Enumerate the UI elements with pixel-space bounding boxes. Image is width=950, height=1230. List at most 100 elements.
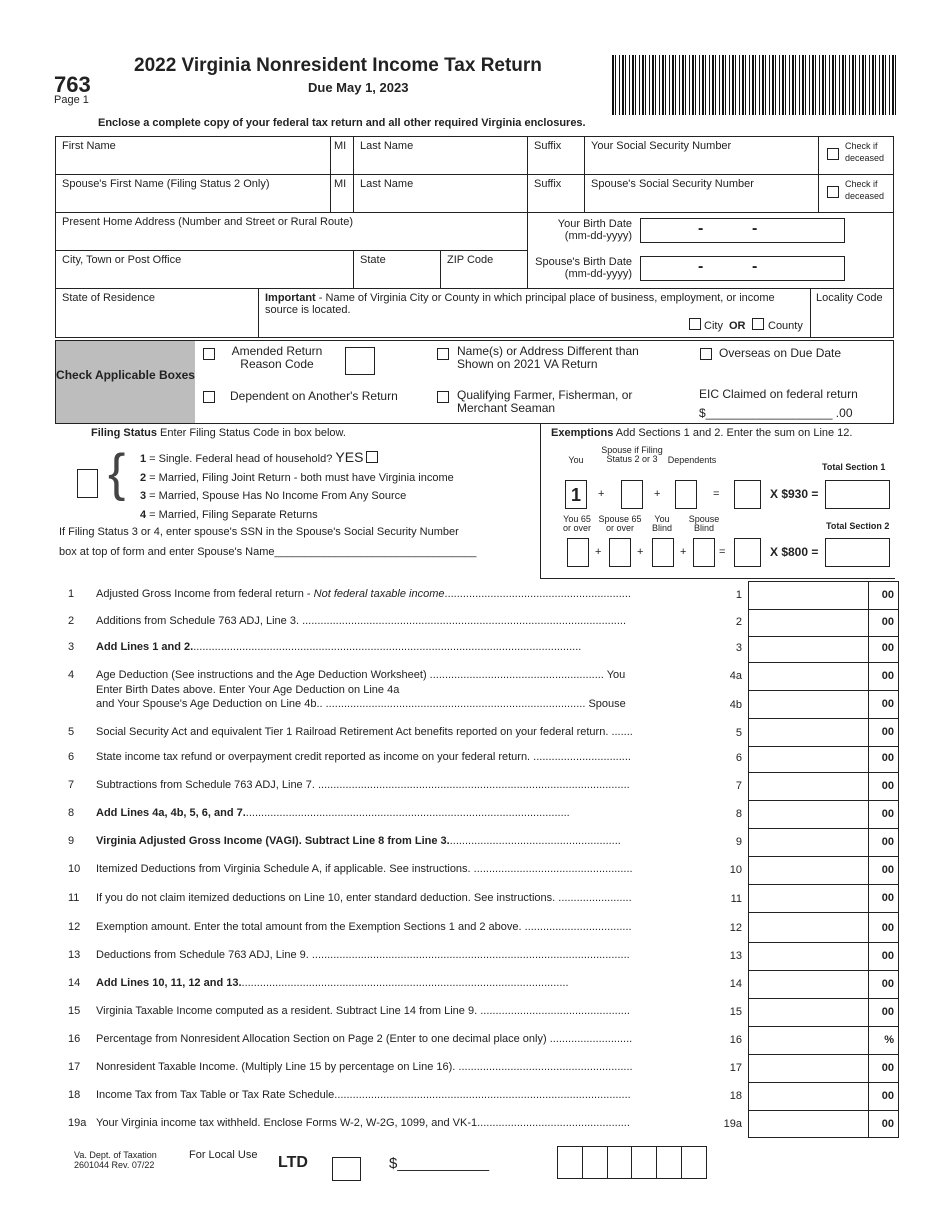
cents-label: 00	[881, 670, 894, 682]
city-field[interactable]: City, Town or Post Office	[62, 254, 182, 266]
brace: {	[108, 444, 126, 502]
name-different-checkbox[interactable]	[437, 348, 449, 360]
overseas-checkbox[interactable]	[700, 348, 712, 360]
line-number: 15	[68, 1005, 81, 1017]
you-exemption-input[interactable]: 1	[565, 480, 587, 509]
barcode	[612, 55, 897, 115]
dependent-label: Dependent on Another's Return	[230, 389, 398, 403]
spouse-65-input[interactable]	[609, 538, 631, 567]
ssn-field[interactable]: Your Social Security Number	[591, 140, 732, 152]
spouse-name-field[interactable]: box at top of form and enter Spouse's Na…	[59, 546, 477, 558]
hoh-checkbox[interactable]	[366, 451, 379, 463]
line-description: Virginia Adjusted Gross Income (VAGI). S…	[96, 835, 621, 847]
line-description: and Your Spouse's Age Deduction on Line …	[96, 698, 626, 710]
spouse-birth-date-input[interactable]	[640, 256, 845, 281]
cents-label: 00	[881, 589, 894, 601]
filing-option-1: 1 = Single. Federal head of household? Y…	[140, 448, 454, 469]
total-section-2-input[interactable]	[825, 538, 890, 567]
first-name-field[interactable]: First Name	[62, 140, 116, 152]
line-number: 1	[68, 588, 75, 600]
farmer-checkbox[interactable]	[437, 391, 449, 403]
important-text: - Name of Virginia City or County in whi…	[265, 292, 775, 316]
multiplier-800: X $800 =	[770, 545, 819, 559]
line-description: Add Lines 10, 11, 12 and 13.............…	[96, 977, 569, 989]
line-description: If you do not claim itemized deductions …	[96, 892, 632, 904]
birth-date-label: Your Birth Date (mm-dd-yyyy)	[557, 218, 632, 242]
line-number: 14	[68, 977, 81, 989]
county-checkbox[interactable]	[752, 318, 764, 330]
plus-sign: +	[598, 488, 605, 500]
opt-text: = Married, Filing Separate Returns	[146, 508, 318, 521]
eic-amount-field[interactable]: $___________________ .00	[699, 406, 853, 420]
dependents-input[interactable]	[675, 480, 697, 509]
locality-code-field[interactable]: Locality Code	[816, 292, 883, 304]
you-blind-input[interactable]	[652, 538, 674, 567]
deceased-checkbox[interactable]	[827, 148, 839, 160]
city-checkbox[interactable]	[689, 318, 701, 330]
line-number: 13	[68, 949, 81, 961]
line-description: Additions from Schedule 763 ADJ, Line 3.…	[96, 615, 627, 627]
line-number: 4	[68, 669, 75, 681]
cents-label: 00	[881, 1090, 894, 1102]
line-description: State income tax refund or overpayment c…	[96, 751, 631, 763]
hoh-yes-label: YES	[335, 449, 364, 465]
spouse-exemption-input[interactable]	[621, 480, 643, 509]
eic-label: EIC Claimed on federal return	[699, 387, 858, 401]
state-of-residence-field[interactable]: State of Residence	[62, 292, 155, 304]
line-number: 6	[68, 751, 75, 763]
cents-label: 00	[881, 836, 894, 848]
suffix-field[interactable]: Suffix	[534, 140, 562, 152]
filing-status-heading: Filing Status Enter Filing Status Code i…	[91, 427, 346, 439]
birth-date-input[interactable]	[640, 218, 845, 243]
reason-code-input[interactable]	[345, 347, 375, 375]
dash: -	[752, 220, 758, 237]
spouse-mi-field[interactable]: MI	[334, 178, 347, 190]
local-amount-field[interactable]: $___________	[389, 1155, 490, 1172]
line-label: 1	[735, 589, 742, 601]
filing-status-title: Filing Status	[91, 427, 157, 439]
filing-status-instr: Enter Filing Status Code in box below.	[157, 427, 346, 439]
cents-label: 00	[881, 922, 894, 934]
opt-num: 2	[140, 471, 147, 484]
ltd-input[interactable]	[332, 1157, 361, 1181]
you-65-input[interactable]	[567, 538, 589, 567]
mi-field[interactable]: MI	[334, 140, 347, 152]
spouse-first-name-field[interactable]: Spouse's First Name (Filing Status 2 Onl…	[62, 178, 270, 190]
cents-label: 00	[881, 726, 894, 738]
line-number: 5	[68, 726, 75, 738]
local-code-boxes[interactable]	[557, 1146, 707, 1179]
amended-checkbox[interactable]	[203, 348, 215, 360]
important-note: Important - Name of Virginia City or Cou…	[265, 292, 805, 316]
last-name-field[interactable]: Last Name	[360, 140, 414, 152]
you-65-label: You 65 or over	[562, 514, 591, 533]
zip-field[interactable]: ZIP Code	[447, 254, 494, 266]
dash: -	[752, 258, 758, 275]
state-field[interactable]: State	[360, 254, 386, 266]
spouse-last-name-field[interactable]: Last Name	[360, 178, 414, 190]
multiplier-930: X $930 =	[770, 487, 819, 501]
opt-text: = Married, Filing Joint Return - both mu…	[146, 471, 454, 484]
section-2-count-input[interactable]	[734, 538, 761, 567]
deceased-label: Check if deceased	[845, 141, 885, 163]
important-label: Important	[265, 292, 316, 304]
amended-text: Amended Return	[231, 344, 323, 358]
line-number: 2	[68, 615, 75, 627]
spouse-ssn-field[interactable]: Spouse's Social Security Number	[591, 178, 754, 190]
line-label: 2	[735, 616, 742, 628]
county-label: County	[768, 320, 803, 332]
cents-label: 00	[881, 950, 894, 962]
dependent-checkbox[interactable]	[203, 391, 215, 403]
address-field[interactable]: Present Home Address (Number and Street …	[62, 216, 354, 228]
line-label: 7	[735, 780, 742, 792]
plus-sign: +	[680, 546, 687, 558]
spouse-suffix-field[interactable]: Suffix	[534, 178, 562, 190]
spouse-deceased-checkbox[interactable]	[827, 186, 839, 198]
spouse-blind-input[interactable]	[693, 538, 715, 567]
filing-status-input[interactable]	[77, 469, 98, 498]
section-1-count-input[interactable]	[734, 480, 761, 509]
line-description: Subtractions from Schedule 763 ADJ, Line…	[96, 779, 630, 791]
taxpayer-info-grid	[55, 136, 894, 338]
amended-label: Amended Return Reason Code	[222, 345, 332, 371]
line-4-instruction: Enter Birth Dates above. Enter Your Age …	[96, 684, 400, 696]
total-section-1-input[interactable]	[825, 480, 890, 509]
